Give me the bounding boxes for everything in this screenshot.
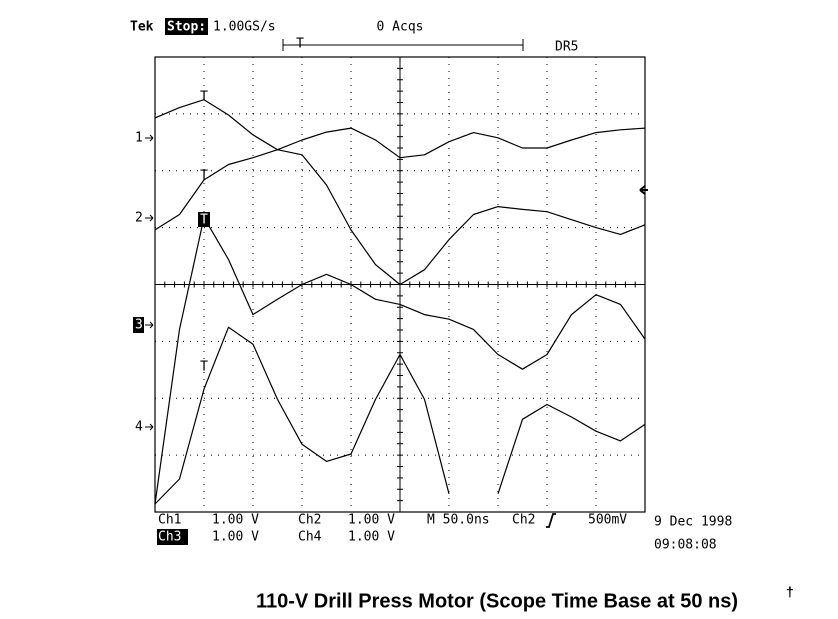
time: 09:08:08 bbox=[654, 538, 717, 553]
date: 9 Dec 1998 bbox=[654, 515, 732, 530]
channel-arrow bbox=[145, 423, 154, 431]
readout: 1.00 V bbox=[212, 513, 259, 528]
chart-title: 110-V Drill Press Motor (Scope Time Base… bbox=[256, 590, 738, 612]
channel-label: 4 bbox=[135, 420, 143, 435]
trigger-mark: T bbox=[200, 360, 208, 375]
readout: Ch1 bbox=[158, 513, 181, 528]
channel-label: 3 bbox=[135, 318, 143, 333]
channel-arrow bbox=[145, 134, 154, 142]
trigger-level-arrow bbox=[639, 185, 648, 195]
readout: M 50.0ns bbox=[427, 513, 490, 528]
trace bbox=[154, 149, 646, 286]
record-label: DR5 bbox=[555, 40, 578, 55]
readout: 1.00 V bbox=[348, 530, 395, 545]
readout: Ch2 bbox=[512, 513, 535, 528]
sample-rate: 1.00GS/s bbox=[213, 20, 276, 35]
record-bracket bbox=[282, 39, 524, 51]
acquisitions: 0 Acqs bbox=[377, 20, 424, 35]
channel-arrow bbox=[145, 321, 154, 329]
readout: 1.00 V bbox=[212, 530, 259, 545]
trace bbox=[154, 216, 646, 505]
readout: Ch4 bbox=[298, 530, 322, 545]
channel-label: 1 bbox=[135, 131, 143, 146]
title-mark: † bbox=[786, 584, 794, 600]
trigger-mark: T bbox=[200, 213, 208, 228]
trigger-mark: T bbox=[200, 90, 208, 105]
readout: Ch2 bbox=[298, 513, 321, 528]
trigger-box bbox=[198, 212, 210, 227]
trace bbox=[154, 326, 646, 505]
ch3-box bbox=[157, 529, 188, 545]
channel-box bbox=[133, 317, 144, 333]
readout: 500mV bbox=[588, 513, 627, 528]
readout: 1.00 V bbox=[348, 513, 395, 528]
channel-arrow bbox=[145, 214, 154, 222]
trigger-mark: T bbox=[200, 169, 208, 184]
slope-icon bbox=[546, 513, 556, 528]
brand: Tek bbox=[130, 20, 154, 35]
readout: Ch3 bbox=[158, 530, 181, 545]
channel-label: 2 bbox=[135, 211, 143, 226]
trace bbox=[154, 99, 646, 159]
traces: 1 T 2 T 3 T 4 T bbox=[133, 90, 646, 505]
record-trigger: T bbox=[296, 37, 304, 52]
state: Stop: bbox=[167, 20, 206, 35]
state-box bbox=[165, 18, 208, 35]
